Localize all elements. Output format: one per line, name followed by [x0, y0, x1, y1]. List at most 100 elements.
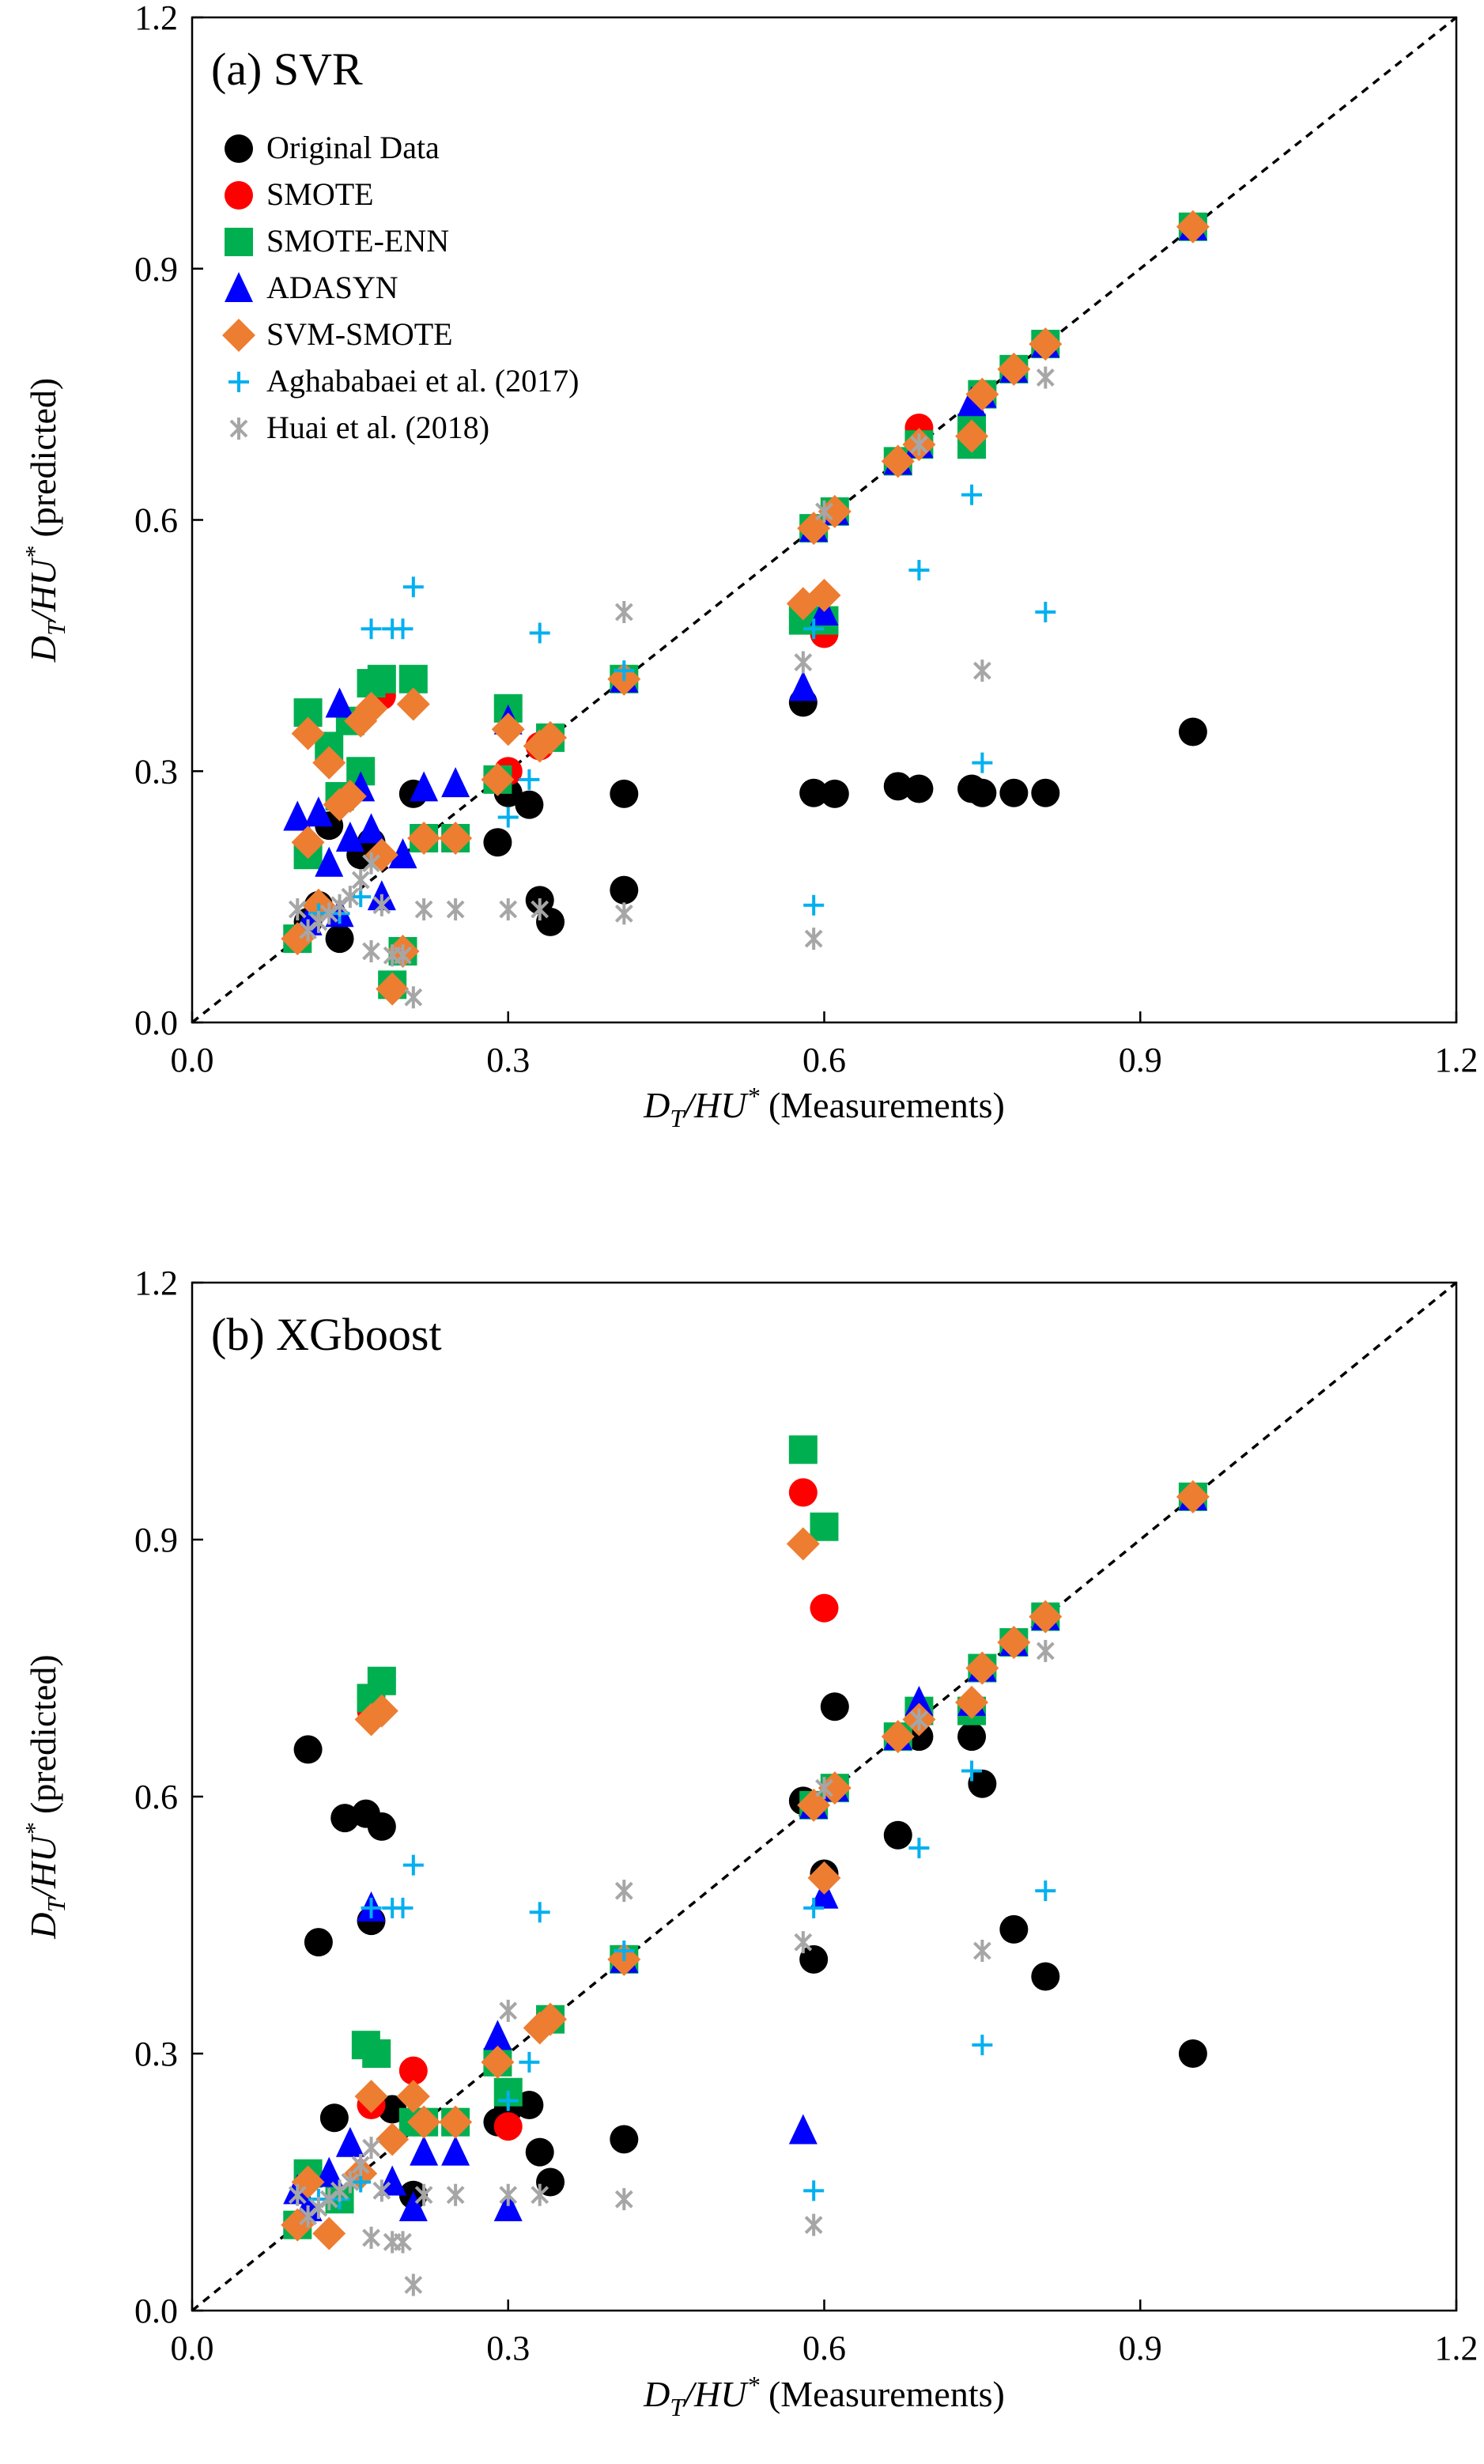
legend-label: ADASYN [266, 270, 398, 305]
data-point [904, 1685, 934, 1716]
x-tick-label: 0.3 [486, 1041, 530, 1079]
data-point [291, 826, 325, 860]
data-point [820, 779, 849, 808]
y-tick-label: 0.6 [134, 1778, 178, 1816]
data-point [908, 1838, 930, 1858]
x-axis-label-tail: (Measurements) [759, 1085, 1004, 1125]
y-tick-label: 0.9 [134, 1521, 178, 1559]
data-point [354, 2080, 388, 2114]
y-axis-label-tail: (predicted) [23, 378, 63, 546]
data-point [404, 2273, 423, 2296]
x-tick-label: 0.9 [1119, 2329, 1162, 2368]
data-point [1029, 1600, 1063, 1634]
data-point [330, 1804, 360, 1833]
data-point [483, 828, 512, 857]
data-point [1029, 327, 1063, 361]
legend-label: Aghababaei et al. (2017) [266, 363, 579, 399]
data-point [972, 2035, 993, 2056]
data-point [997, 352, 1031, 386]
x-axis-label-tail: (Measurements) [759, 2374, 1004, 2414]
data-point [323, 788, 357, 822]
series-aghababaei-et-al-2017- [308, 1760, 1056, 2210]
data-point [299, 2205, 317, 2228]
data-point [788, 1478, 818, 1507]
x-tick-label: 1.2 [1435, 1041, 1478, 1079]
legend-label: Original Data [266, 130, 440, 165]
data-point [799, 778, 829, 807]
data-point [883, 772, 912, 801]
y-tick-label: 0.0 [134, 1003, 178, 1042]
data-point [344, 704, 378, 738]
y-axis-label-tail: (predicted) [23, 1654, 63, 1823]
series-original-data [293, 688, 1207, 954]
y-tick-label: 0.0 [134, 2292, 178, 2330]
data-point [788, 2114, 818, 2145]
data-point [614, 1880, 633, 1903]
data-point [372, 894, 391, 916]
data-point [881, 1720, 915, 1754]
data-point [972, 1940, 991, 1962]
data-point [957, 774, 987, 803]
data-point [810, 1593, 839, 1623]
data-point [497, 807, 519, 828]
x-axis-label-sup: * [746, 2371, 759, 2399]
data-point [382, 618, 403, 640]
data-point [965, 1651, 999, 1685]
data-point [388, 838, 417, 869]
x-tick-label: 0.6 [802, 2329, 846, 2368]
y-axis-label: DT/HU* (predicted) [20, 1654, 70, 1940]
data-point [797, 512, 831, 546]
data-point [972, 659, 991, 682]
data-point [799, 1944, 829, 1974]
legend-marker [225, 181, 253, 210]
data-point [788, 1435, 818, 1464]
data-point [997, 1626, 1031, 1659]
data-point [610, 2125, 639, 2154]
data-point [402, 1854, 424, 1876]
data-point [807, 1861, 841, 1895]
x-axis-label-sup: * [746, 1082, 759, 1110]
data-point [354, 1703, 388, 1737]
data-point [396, 2080, 430, 2114]
data-point [1031, 778, 1060, 807]
data-point [335, 2126, 364, 2157]
data-point [786, 587, 820, 621]
data-point [383, 944, 402, 967]
data-point [1035, 602, 1056, 623]
data-point [999, 1914, 1029, 1944]
data-point [383, 2231, 402, 2254]
data-point [804, 2213, 823, 2236]
data-point [398, 2056, 428, 2085]
x-axis-label: DT/HU* (Measurements) [643, 2371, 1005, 2421]
series-smote [357, 1478, 1207, 2141]
y-tick-label: 0.6 [134, 501, 178, 540]
data-point [610, 875, 639, 905]
data-point [402, 576, 424, 598]
data-point [999, 778, 1029, 807]
y-tick-label: 0.3 [134, 2035, 178, 2073]
data-point [410, 2135, 439, 2166]
data-point [325, 687, 354, 718]
data-point [1176, 1480, 1210, 1514]
data-point [312, 2216, 346, 2250]
data-point [803, 618, 825, 640]
data-point [441, 2135, 470, 2166]
data-point [972, 752, 993, 773]
data-point [361, 1897, 382, 1918]
legend-label: Huai et al. (2018) [266, 410, 489, 445]
data-point [610, 779, 639, 808]
y-axis-label-main: D [23, 1913, 63, 1940]
data-point [481, 762, 515, 796]
y-tick-label: 1.2 [134, 1264, 178, 1302]
data-point [410, 771, 439, 802]
data-point [957, 386, 987, 417]
data-point [529, 1902, 550, 1923]
data-point [815, 1777, 833, 1800]
data-point [614, 902, 633, 925]
data-point [394, 2231, 412, 2254]
data-point [965, 377, 999, 411]
legend-marker [222, 319, 255, 352]
data-point [361, 618, 382, 640]
data-point [531, 2183, 549, 2206]
panel-title: (a) SVR [211, 43, 363, 95]
